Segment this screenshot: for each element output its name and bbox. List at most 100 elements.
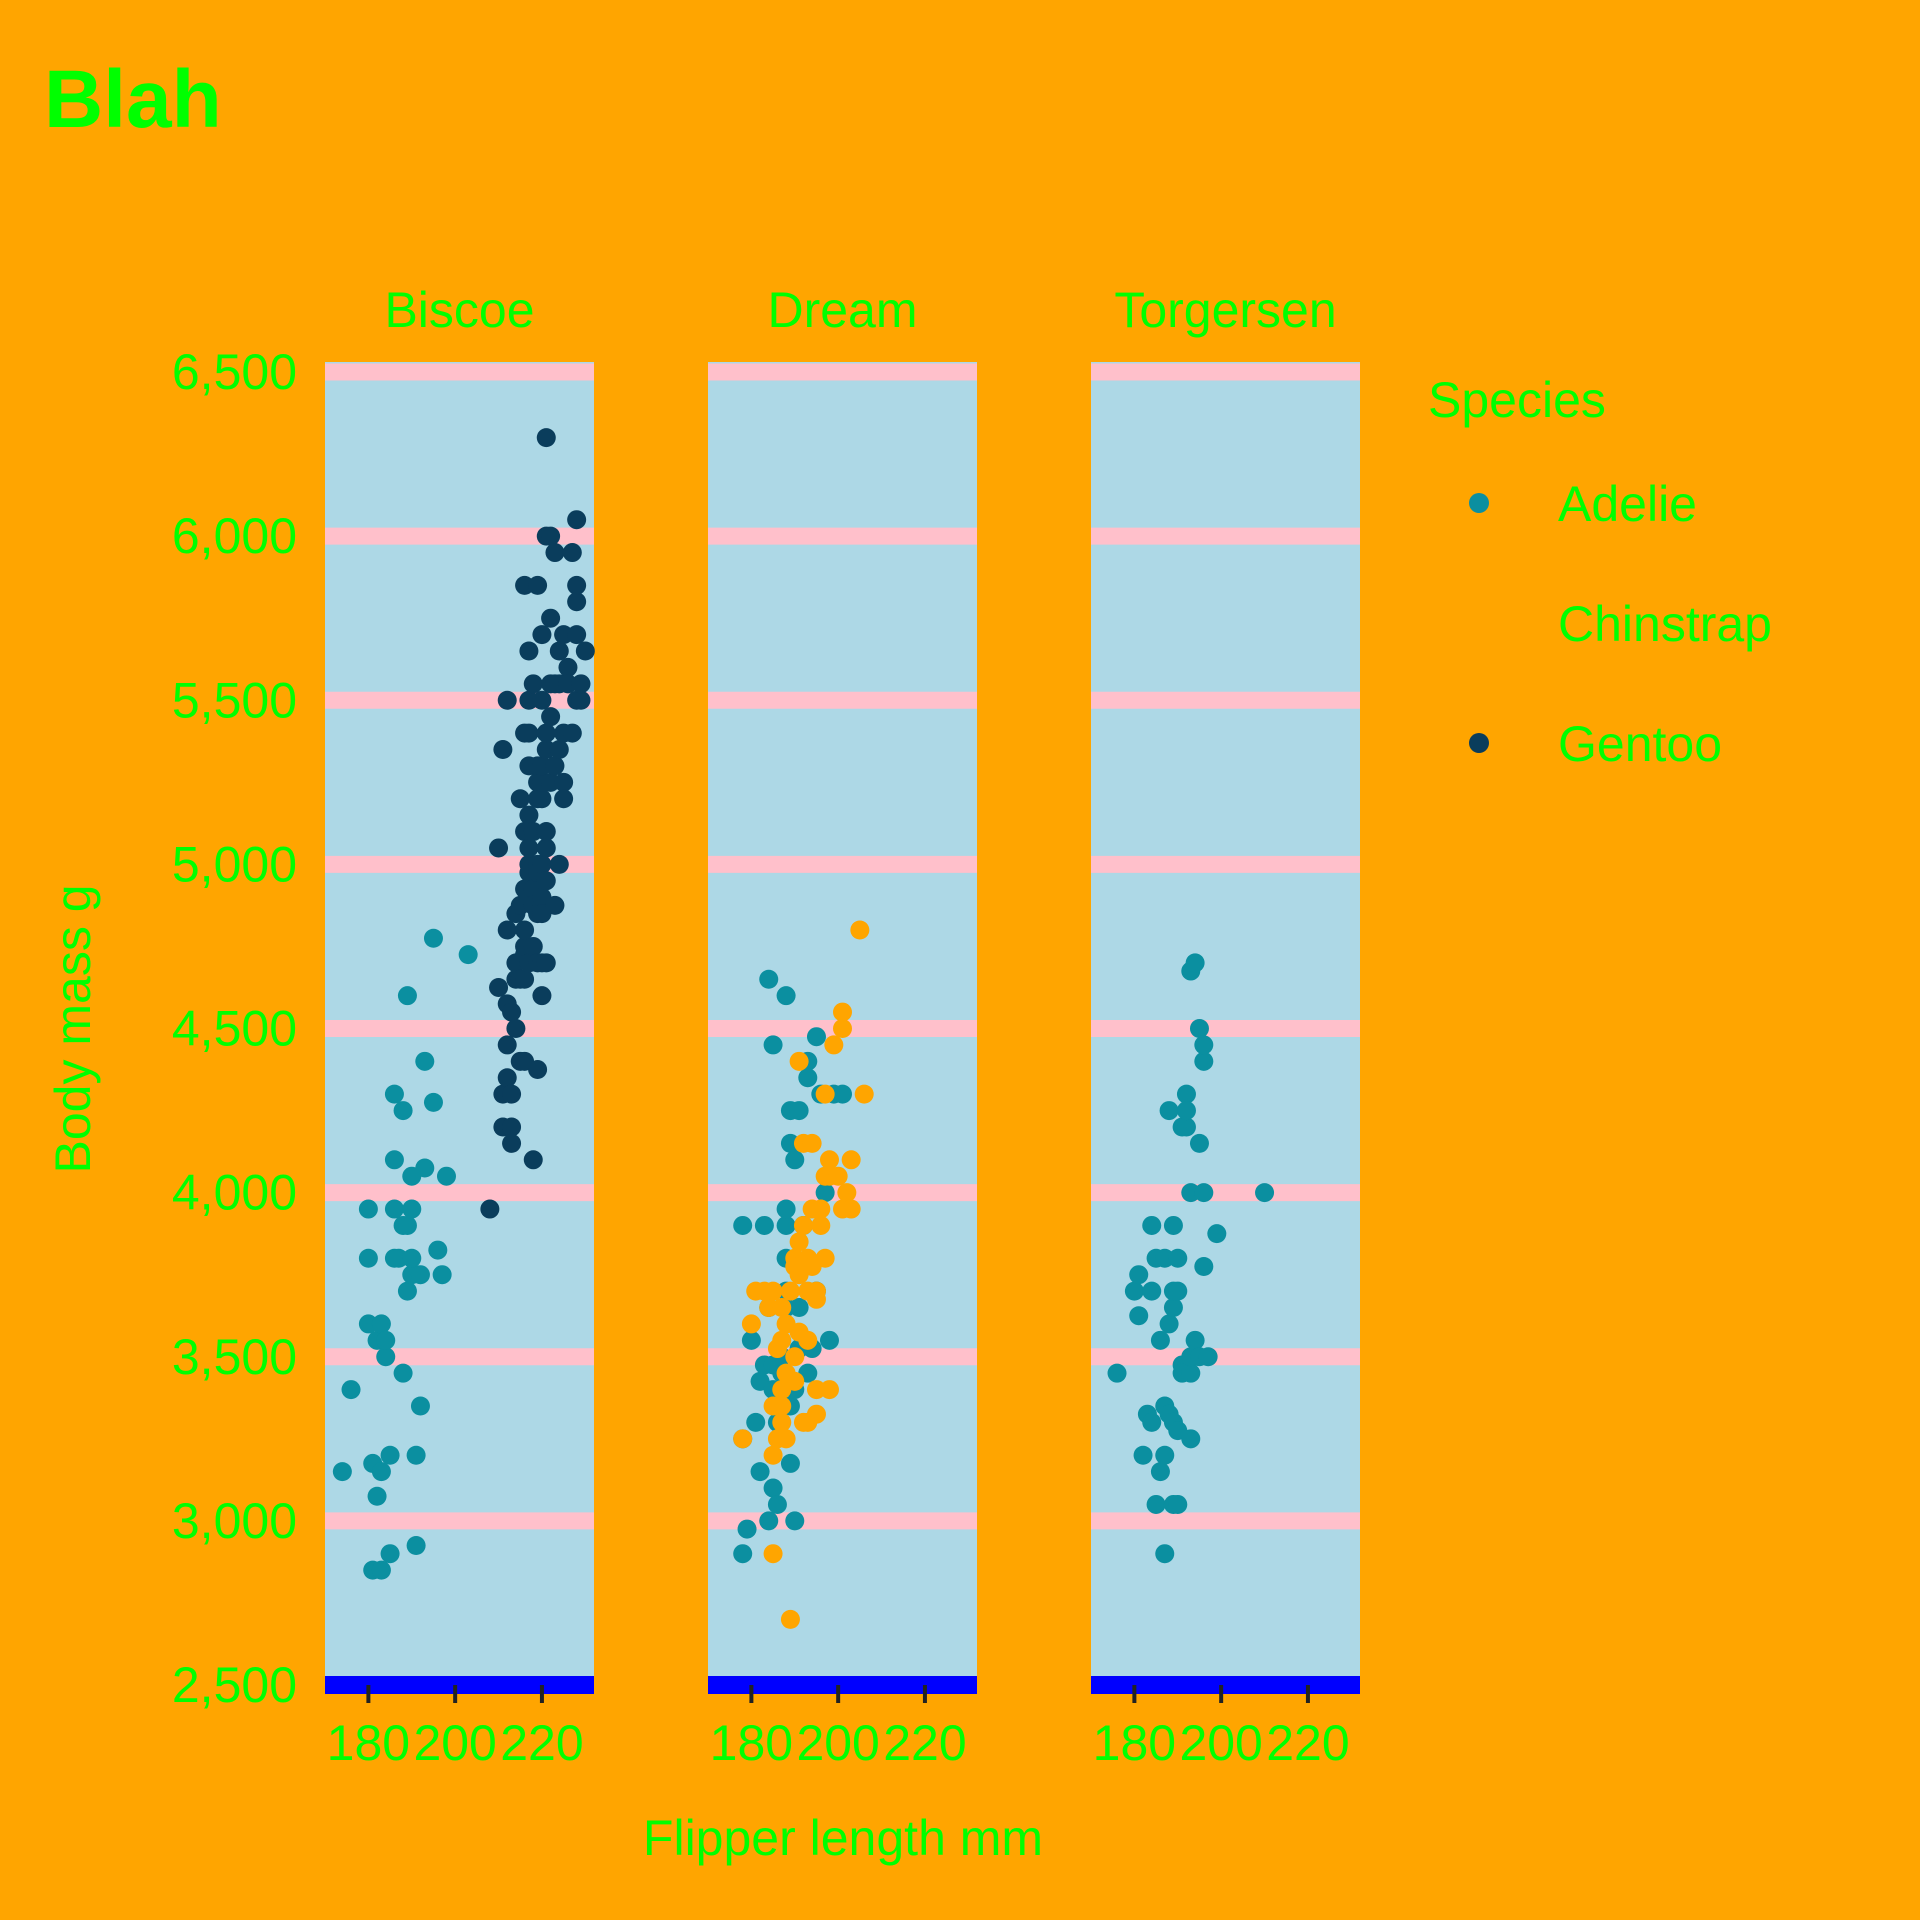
data-point-gentoo (562, 723, 582, 743)
data-point-gentoo (497, 920, 517, 940)
data-point-gentoo (532, 625, 552, 645)
data-point-gentoo (545, 543, 565, 563)
data-point-adelie (789, 1101, 809, 1121)
data-point-chinstrap (741, 1314, 761, 1334)
legend-title: Species (1428, 372, 1606, 428)
facet-strip-label: Torgersen (1114, 282, 1336, 338)
data-point-gentoo (562, 543, 582, 563)
data-point-adelie (1129, 1265, 1149, 1285)
data-point-gentoo (536, 822, 556, 842)
data-point-adelie (432, 1265, 452, 1285)
facet-biscoe: Biscoe 180 200 220 (325, 282, 595, 1771)
y-tick-label: 5,500 (172, 672, 297, 728)
data-point-adelie (1181, 1429, 1201, 1449)
data-point-gentoo (528, 1060, 548, 1080)
data-point-adelie (737, 1519, 757, 1539)
data-point-gentoo (519, 641, 539, 661)
data-point-adelie (423, 928, 443, 948)
data-point-adelie (371, 1560, 391, 1580)
data-point-chinstrap (772, 1396, 792, 1416)
data-point-adelie (1163, 1298, 1183, 1318)
data-point-adelie (402, 1248, 422, 1268)
data-point-chinstrap (833, 1002, 852, 1022)
data-point-adelie (397, 986, 417, 1006)
y-tick-label: 5,000 (172, 836, 297, 892)
data-point-adelie (371, 1314, 391, 1334)
data-point-chinstrap (841, 1150, 861, 1170)
data-point-gentoo (575, 641, 595, 661)
facet-dream: Dream 180 200 220 (708, 282, 977, 1771)
data-point-gentoo (541, 707, 561, 727)
data-point-adelie (1133, 1445, 1153, 1465)
data-point-adelie (1168, 1494, 1188, 1514)
data-point-gentoo (523, 936, 543, 956)
y-tick-label: 6,000 (172, 508, 297, 564)
data-point-chinstrap (819, 1380, 839, 1400)
data-point-adelie (393, 1101, 413, 1121)
data-point-gentoo (502, 1133, 522, 1153)
data-point-adelie (1159, 1314, 1179, 1334)
data-point-adelie (380, 1544, 400, 1564)
data-point-adelie (746, 1412, 766, 1432)
legend-marker-adelie (1469, 493, 1489, 513)
data-point-gentoo (532, 690, 552, 710)
legend-label-gentoo: Gentoo (1558, 716, 1722, 772)
data-point-gentoo (497, 690, 517, 710)
x-tick-label: 220 (500, 1715, 583, 1771)
data-point-adelie (759, 969, 779, 989)
data-point-gentoo (567, 575, 587, 595)
x-tick-label: 200 (796, 1715, 879, 1771)
data-point-chinstrap (806, 1380, 826, 1400)
data-point-gentoo (549, 739, 569, 759)
data-point-gentoo (515, 969, 535, 989)
x-tick-label: 200 (413, 1715, 496, 1771)
data-point-adelie (1155, 1248, 1175, 1268)
data-point-gentoo (506, 1019, 526, 1038)
data-point-gentoo (536, 953, 556, 973)
data-point-adelie (1168, 1248, 1188, 1268)
data-point-adelie (789, 1298, 809, 1318)
data-point-adelie (1255, 1183, 1275, 1203)
data-point-adelie (1194, 1256, 1214, 1276)
data-point-gentoo (571, 674, 591, 694)
data-point-adelie (1150, 1462, 1170, 1482)
data-point-adelie (1181, 1363, 1201, 1383)
data-point-adelie (780, 1133, 800, 1153)
data-point-adelie (819, 1330, 839, 1350)
data-point-chinstrap (789, 1232, 809, 1252)
data-point-adelie (410, 1396, 430, 1416)
data-point-gentoo (536, 739, 556, 759)
data-point-chinstrap (815, 1248, 835, 1268)
data-point-gentoo (523, 674, 543, 694)
data-point-chinstrap (811, 1215, 831, 1235)
data-point-adelie (1194, 1051, 1214, 1071)
data-point-adelie (397, 1281, 417, 1301)
data-point-gentoo (502, 1117, 522, 1137)
data-point-adelie (776, 1199, 796, 1219)
data-point-adelie (341, 1380, 361, 1400)
legend-label-chinstrap: Chinstrap (1558, 596, 1772, 652)
data-point-adelie (833, 1084, 852, 1104)
y-tick-label: 4,000 (172, 1165, 297, 1221)
data-point-gentoo (554, 789, 574, 809)
facet-strip-label: Biscoe (384, 282, 534, 338)
data-point-chinstrap (854, 1084, 874, 1104)
data-point-adelie (754, 1215, 774, 1235)
data-point-gentoo (536, 428, 556, 448)
data-point-gentoo (528, 575, 548, 595)
data-point-adelie (332, 1462, 352, 1482)
data-point-adelie (785, 1150, 805, 1170)
data-point-adelie (1142, 1281, 1162, 1301)
data-point-adelie (1194, 1035, 1214, 1055)
data-point-adelie (415, 1158, 435, 1178)
data-point-gentoo (541, 772, 561, 792)
data-point-adelie (1181, 1183, 1201, 1203)
data-point-adelie (1185, 1330, 1205, 1350)
data-point-chinstrap (733, 1429, 753, 1449)
data-point-adelie (1168, 1281, 1188, 1301)
data-point-chinstrap (806, 1289, 826, 1309)
data-point-gentoo (497, 1035, 517, 1055)
legend-marker-gentoo (1469, 733, 1489, 753)
data-point-chinstrap (824, 1035, 844, 1055)
